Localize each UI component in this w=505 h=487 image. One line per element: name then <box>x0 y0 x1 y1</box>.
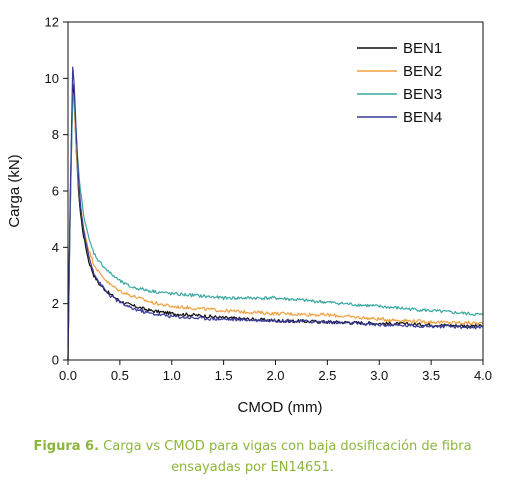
x-tick-label: 0.0 <box>59 368 77 383</box>
y-tick-label: 8 <box>52 127 59 142</box>
legend-label-ben1: BEN1 <box>403 40 442 57</box>
y-tick-label: 12 <box>45 15 59 30</box>
figure-caption: Figura 6. Carga vs CMOD para vigas con b… <box>0 436 505 478</box>
legend-label-ben2: BEN2 <box>403 63 442 80</box>
y-tick-label: 10 <box>45 71 59 86</box>
x-axis-ticks: 0.0 0.5 1.0 1.5 2.0 2.5 3.0 3.5 4.0 <box>59 360 492 383</box>
x-tick-label: 2.0 <box>266 368 284 383</box>
figure-caption-line1: Carga vs CMOD para vigas con baja dosifi… <box>99 439 472 454</box>
y-tick-label: 0 <box>52 353 59 368</box>
x-tick-label: 1.0 <box>163 368 181 383</box>
x-tick-label: 0.5 <box>111 368 129 383</box>
y-axis-ticks: 0 2 4 6 8 10 12 <box>45 15 68 368</box>
x-tick-label: 3.0 <box>370 368 388 383</box>
chart: 0.0 0.5 1.0 1.5 2.0 2.5 3.0 3.5 4.0 0 2 4 6 8 10 12 CM… <box>6 15 492 417</box>
y-axis-title: Carga (kN) <box>6 154 23 227</box>
series-line-ben4 <box>67 66 484 361</box>
x-axis-title: CMOD (mm) <box>238 399 323 416</box>
series-line-ben2 <box>67 91 484 361</box>
y-tick-label: 2 <box>52 296 59 311</box>
y-tick-label: 6 <box>52 184 59 199</box>
y-tick-label: 4 <box>52 240 59 255</box>
plot-lines <box>67 66 484 361</box>
figure-caption-label: Figura 6. <box>33 439 100 454</box>
legend: BEN1 BEN2 BEN3 BEN4 <box>357 40 442 126</box>
legend-label-ben3: BEN3 <box>403 86 442 103</box>
series-line-ben3 <box>67 94 484 361</box>
x-tick-label: 2.5 <box>318 368 336 383</box>
legend-label-ben4: BEN4 <box>403 109 442 126</box>
x-tick-label: 1.5 <box>215 368 233 383</box>
x-tick-label: 3.5 <box>422 368 440 383</box>
x-tick-label: 4.0 <box>474 368 492 383</box>
figure-caption-line2: ensayadas por EN14651. <box>171 460 334 475</box>
